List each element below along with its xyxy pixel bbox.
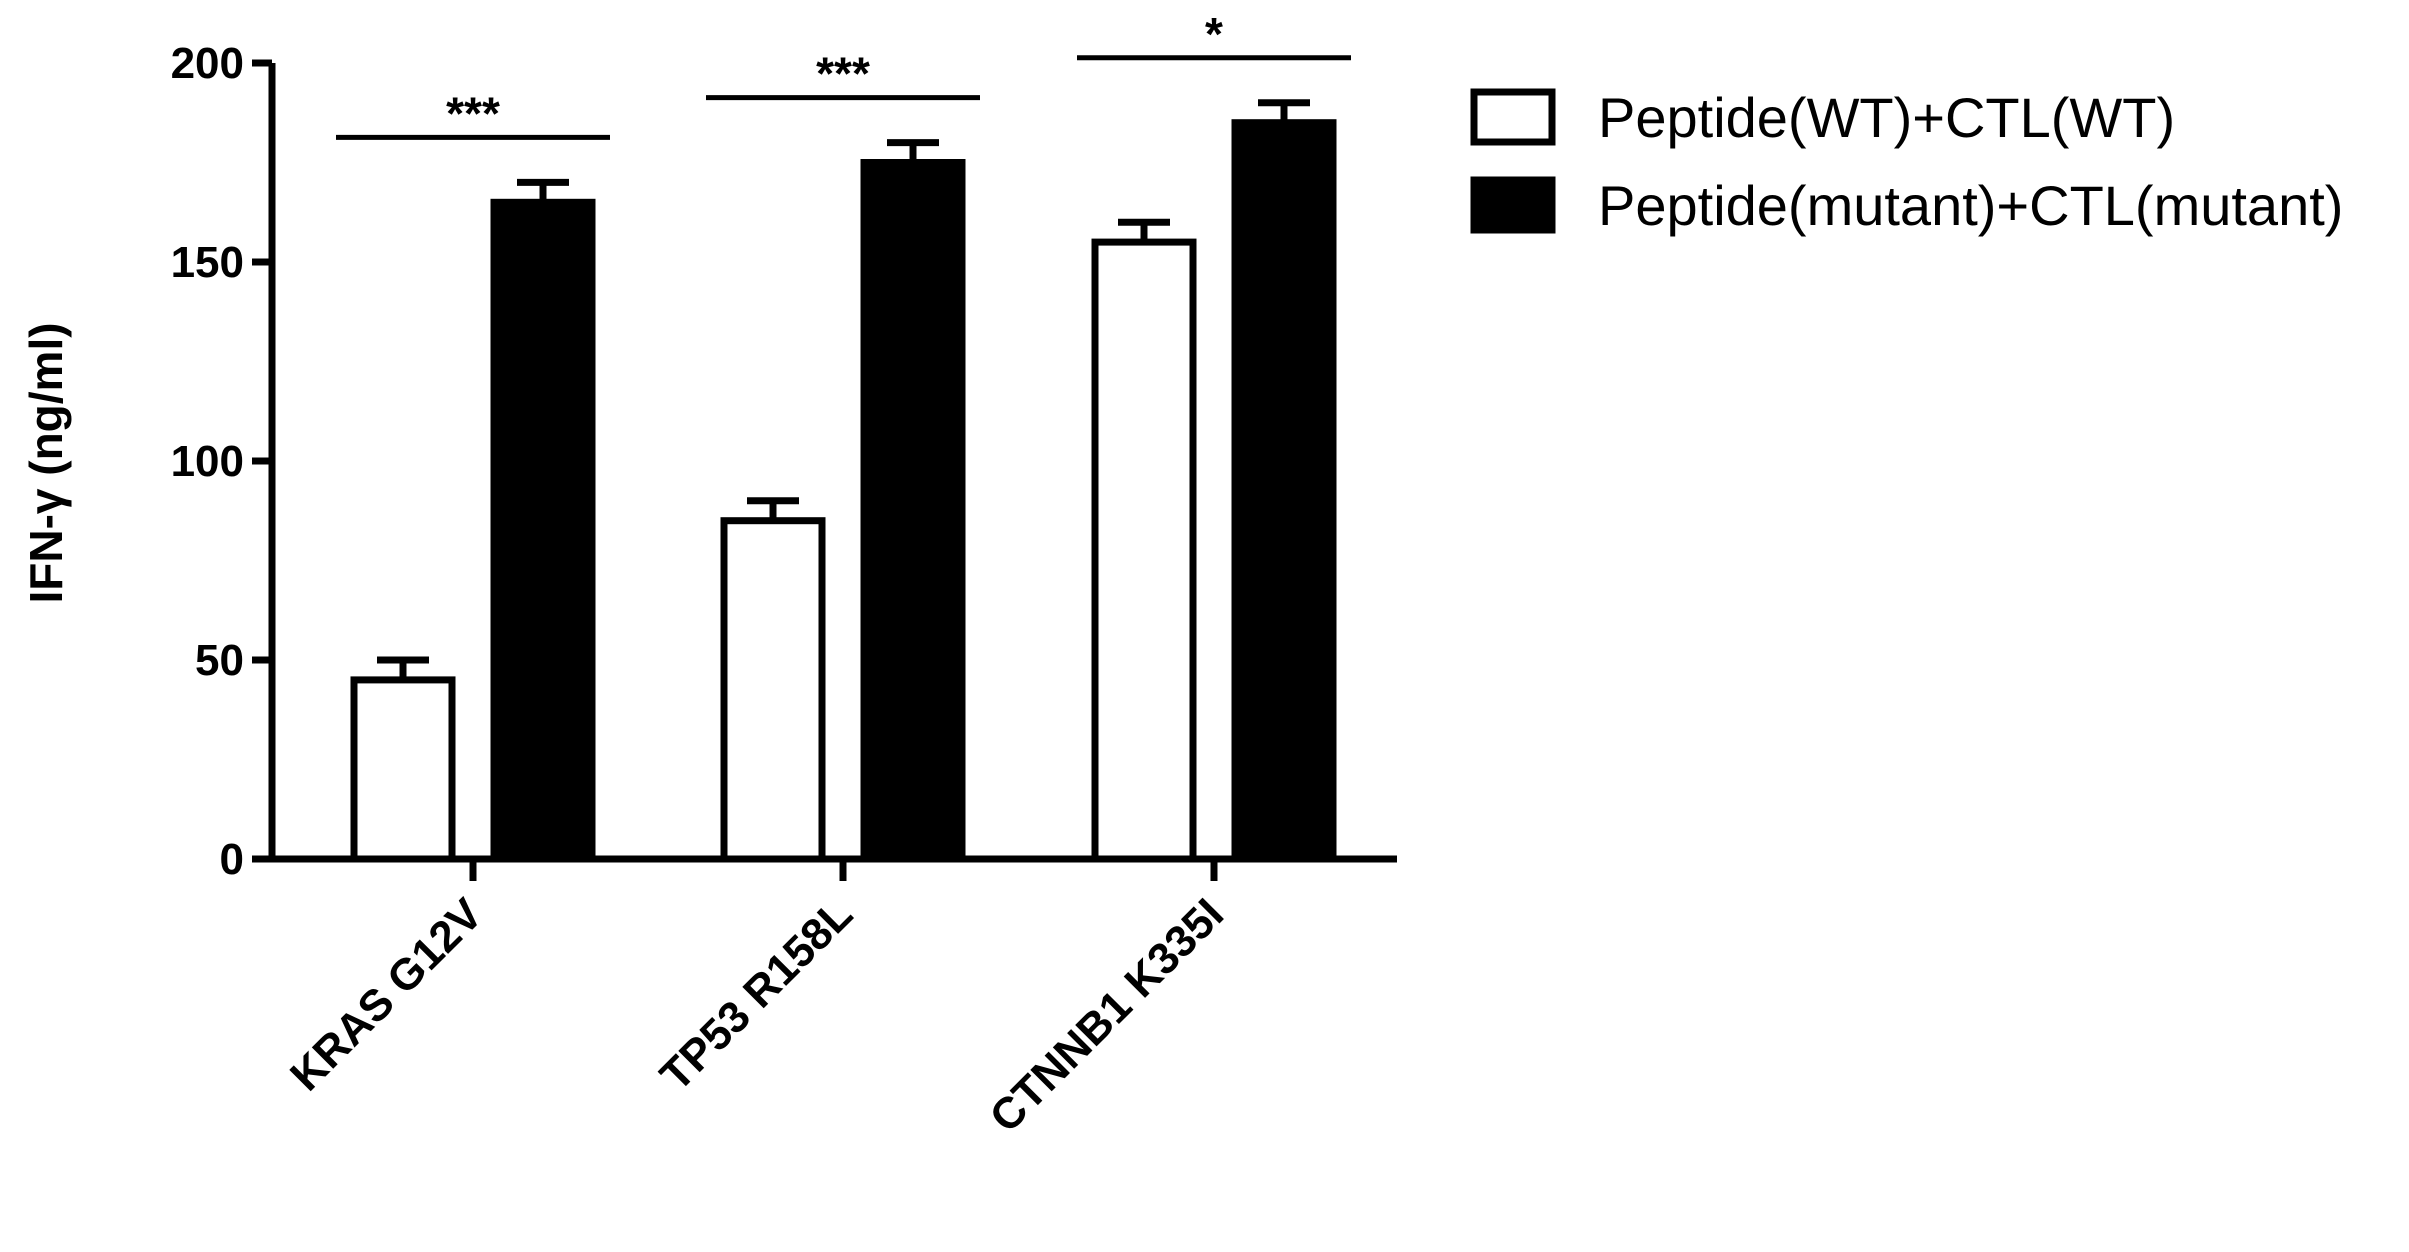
legend-label: Peptide(WT)+CTL(WT)	[1598, 86, 2175, 149]
bars	[350, 99, 1337, 863]
y-tick-label: 100	[171, 437, 244, 486]
significance-label: ***	[446, 87, 500, 139]
legend-swatch	[1470, 88, 1556, 146]
bar	[350, 676, 456, 863]
bar	[860, 159, 966, 863]
y-tick-label: 50	[195, 636, 244, 685]
x-tick-label: CTNNB1 K335I	[981, 889, 1234, 1142]
bar	[490, 198, 596, 863]
bar	[720, 517, 826, 863]
legend: Peptide(WT)+CTL(WT) Peptide(mutant)+CTL(m…	[1470, 86, 2343, 237]
y-tick-label: 200	[171, 39, 244, 88]
bar	[1091, 238, 1197, 863]
legend-label: Peptide(mutant)+CTL(mutant)	[1598, 174, 2343, 237]
y-axis-title: IFN-γ (ng/ml)	[20, 322, 72, 603]
x-tick-label: KRAS G12V	[281, 889, 492, 1100]
x-tick-label: TP53 R158L	[651, 889, 862, 1100]
bar	[1231, 119, 1337, 863]
y-tick-label: 0	[220, 835, 244, 884]
significance-label: ***	[816, 48, 870, 100]
y-tick-label: 150	[171, 238, 244, 287]
significance-label: *	[1205, 8, 1223, 60]
significance-markers: *******	[336, 8, 1351, 140]
legend-swatch	[1470, 176, 1556, 234]
